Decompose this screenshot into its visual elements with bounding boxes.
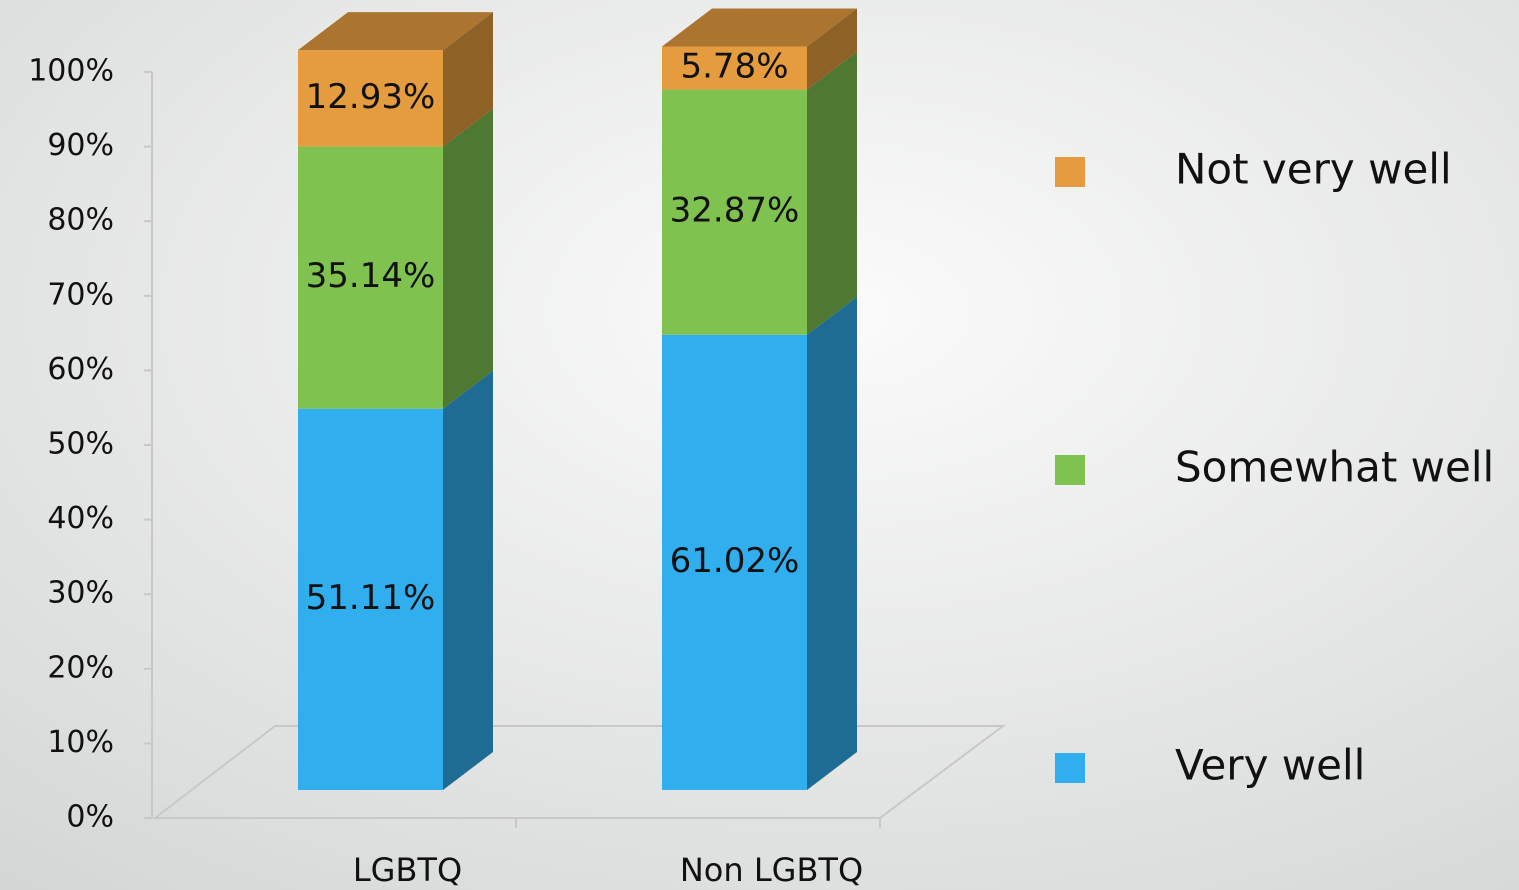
y-tick-label: 30% [47,576,114,611]
legend-label: Very well [1175,741,1365,790]
bar-side [443,12,493,147]
y-tick-label: 100% [28,54,114,89]
legend-swatch [1055,753,1085,783]
y-tick-label: 80% [47,203,114,238]
floor [152,725,1007,819]
legend-swatch [1055,157,1085,187]
x-tick-label: Non LGBTQ [680,851,863,889]
bar-segment [662,89,807,335]
y-tick-label: 0% [66,800,114,835]
legend-label: Somewhat well [1175,443,1494,492]
bar-segment [662,334,807,790]
bar-side [443,108,493,409]
y-tick-label: 50% [47,427,114,462]
y-tick-label: 70% [47,277,114,312]
bar-side [807,296,857,790]
bar-segment [298,408,443,790]
bar-segment [298,146,443,409]
bar-side [807,8,857,90]
y-tick-label: 20% [47,650,114,685]
legend-label: Not very well [1175,145,1452,194]
bar-top [662,8,857,47]
bar-segment [298,50,443,147]
value-label: 32.87% [670,191,800,231]
value-label: 35.14% [306,256,436,296]
bar-side [443,370,493,790]
x-tick-label: LGBTQ [353,851,462,889]
legend-swatch [1055,455,1085,485]
value-label: 61.02% [670,541,800,581]
value-label: 51.11% [306,578,436,618]
y-tick-label: 40% [47,501,114,536]
value-label: 5.78% [680,47,788,87]
bar-side [807,51,857,335]
y-tick-label: 60% [47,352,114,387]
y-tick-label: 90% [47,128,114,163]
bar-top [298,12,493,51]
bar-segment [662,46,807,90]
y-tick-label: 10% [47,725,114,760]
value-label: 12.93% [306,77,436,117]
